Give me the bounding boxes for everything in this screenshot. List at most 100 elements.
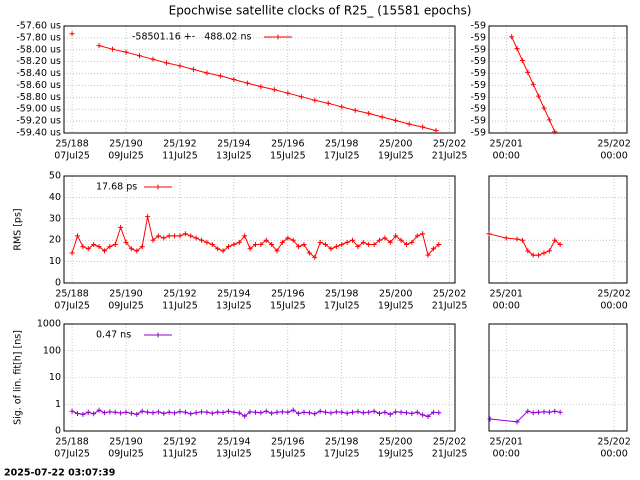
point-marker (420, 231, 426, 237)
x-tick-sublabel: 13Jul25 (216, 301, 252, 312)
page-title: Epochwise satellite clocks of R25_ (1558… (169, 4, 472, 18)
x-tick-sublabel: 15Jul25 (270, 301, 306, 312)
point-marker (546, 409, 552, 415)
point-marker (69, 408, 75, 414)
y-tick-label: -59 (470, 116, 486, 127)
legend-marker (155, 332, 161, 338)
point-marker (379, 114, 385, 120)
point-marker (398, 409, 404, 415)
x-tick-label: 25/201 (490, 139, 523, 150)
point-marker (172, 410, 178, 416)
point-marker (436, 410, 442, 416)
x-tick-label: 25/202 (433, 437, 466, 448)
x-tick-label: 25/192 (163, 437, 196, 448)
x-tick-sublabel: 15Jul25 (270, 151, 306, 162)
point-marker (150, 56, 156, 62)
x-tick-label: 25/192 (163, 139, 196, 150)
point-marker (541, 105, 547, 111)
point-marker (339, 241, 345, 247)
y-tick-label: 100 (43, 345, 61, 356)
point-marker (172, 233, 178, 239)
x-tick-label: 25/200 (379, 139, 412, 150)
point-marker (231, 241, 237, 247)
point-marker (161, 411, 167, 417)
point-marker (557, 409, 563, 415)
point-marker (101, 248, 107, 254)
point-marker (420, 412, 426, 418)
point-marker (406, 121, 412, 127)
point-marker (123, 49, 129, 55)
point-marker (376, 411, 382, 417)
point-marker (325, 100, 331, 106)
point-marker (107, 244, 113, 250)
point-marker (312, 254, 318, 260)
legend-label: 17.68 ps (96, 182, 137, 193)
x-tick-sublabel: 09Jul25 (108, 151, 144, 162)
point-marker (546, 248, 552, 254)
x-tick-label: 25/201 (490, 289, 523, 300)
x-tick-label: 25/202 (433, 139, 466, 150)
x-tick-sublabel: 19Jul25 (378, 151, 414, 162)
x-tick-sublabel: 00:00 (600, 449, 627, 460)
plot-frame (63, 25, 456, 134)
point-marker (393, 233, 399, 239)
x-tick-sublabel: 13Jul25 (216, 449, 252, 460)
point-marker (382, 409, 388, 415)
point-marker (430, 409, 436, 415)
point-marker (552, 237, 558, 243)
point-marker (536, 252, 542, 258)
timestamp: 2025-07-22 03:07:39 (4, 468, 115, 479)
point-marker (220, 410, 226, 416)
point-marker (177, 409, 183, 415)
panel: -59-59-59-59-59-59-59-59-59-5925/20100:0… (470, 21, 630, 162)
series-line (71, 216, 440, 259)
point-marker (258, 410, 264, 416)
y-tick-label: -59 (470, 32, 486, 43)
x-tick-sublabel: 17Jul25 (324, 449, 360, 460)
y-tick-label: -58.80 us (16, 92, 61, 103)
point-marker (123, 409, 129, 415)
y-tick-label: 40 (49, 192, 61, 203)
point-marker (436, 241, 442, 247)
y-tick-label: 30 (49, 213, 61, 224)
x-tick-sublabel: 00:00 (493, 449, 520, 460)
x-tick-sublabel: 13Jul25 (216, 151, 252, 162)
point-marker (530, 252, 536, 258)
point-marker (269, 410, 275, 416)
point-marker (204, 70, 210, 76)
point-marker (139, 408, 145, 414)
point-marker (285, 409, 291, 415)
x-tick-sublabel: 00:00 (600, 301, 627, 312)
point-marker (163, 60, 169, 66)
point-marker (258, 241, 264, 247)
point-marker (118, 224, 124, 230)
point-marker (355, 409, 361, 415)
point-marker (536, 409, 542, 415)
point-marker (339, 409, 345, 415)
point-marker (177, 233, 183, 239)
x-tick-sublabel: 15Jul25 (270, 449, 306, 460)
point-marker (306, 410, 312, 416)
point-marker (403, 410, 409, 416)
point-marker (269, 241, 275, 247)
y-tick-label: -59.20 us (16, 116, 61, 127)
point-marker (217, 73, 223, 79)
plot-frame (63, 323, 456, 432)
plot-frame (488, 25, 628, 134)
x-tick-label: 25/194 (217, 437, 250, 448)
point-marker (215, 246, 221, 252)
point-marker (312, 97, 318, 103)
point-marker (323, 241, 329, 247)
legend-marker (275, 34, 281, 40)
point-marker (366, 110, 372, 116)
y-tick-label: -59 (470, 128, 486, 139)
y-tick-label: -59 (470, 104, 486, 115)
point-marker (398, 237, 404, 243)
point-marker (112, 409, 118, 415)
point-marker (74, 233, 80, 239)
point-marker (514, 419, 520, 425)
point-marker (145, 214, 151, 220)
